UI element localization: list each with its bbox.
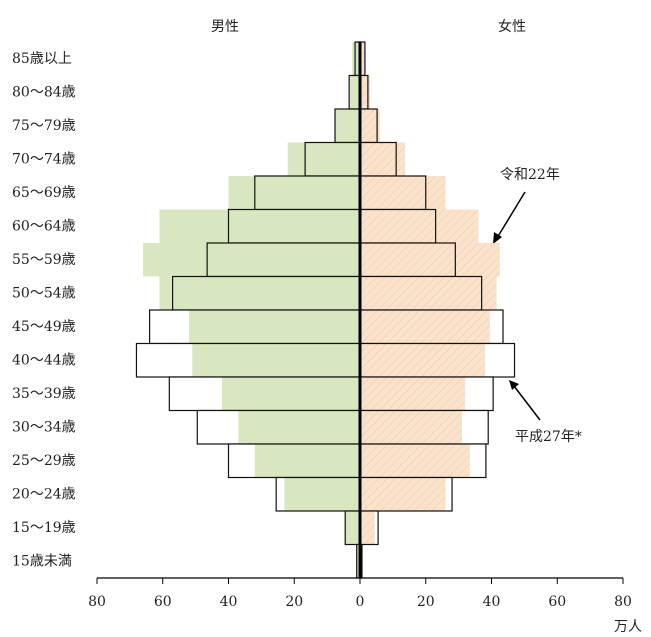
annotation: 平成27年* bbox=[515, 429, 582, 445]
category-label: 15歳未満 bbox=[12, 553, 72, 569]
bar-hatch bbox=[360, 109, 380, 143]
x-tick-label: 20 bbox=[417, 594, 435, 610]
x-tick-label: 60 bbox=[548, 594, 566, 610]
bar-hatch bbox=[360, 142, 406, 176]
bar-hatch bbox=[360, 477, 446, 511]
bar-hatch bbox=[360, 310, 490, 344]
bar-hatch bbox=[360, 176, 446, 210]
bar-hatch bbox=[360, 243, 500, 277]
bar-hatch bbox=[360, 377, 466, 411]
bar bbox=[254, 444, 360, 478]
bar bbox=[352, 42, 360, 76]
x-tick-label: 80 bbox=[614, 594, 632, 610]
x-tick-label: 80 bbox=[88, 594, 106, 610]
annotation: 令和22年 bbox=[500, 167, 560, 183]
category-label: 60～64歳 bbox=[12, 218, 76, 234]
bar bbox=[228, 176, 360, 210]
bar-hatch bbox=[360, 343, 485, 377]
bar-hatch bbox=[360, 276, 497, 310]
category-label: 25～29歳 bbox=[12, 453, 76, 469]
bar bbox=[287, 142, 360, 176]
bar bbox=[159, 209, 360, 243]
bar-hatch bbox=[360, 42, 365, 76]
category-label: 80～84歳 bbox=[12, 84, 76, 100]
arrowhead bbox=[509, 380, 519, 390]
category-label: 75～79歳 bbox=[12, 118, 76, 134]
x-tick-label: 0 bbox=[356, 594, 365, 610]
category-label: 20～24歳 bbox=[12, 486, 76, 502]
bar bbox=[335, 109, 360, 143]
bar-hatch bbox=[360, 444, 470, 478]
bar bbox=[192, 343, 360, 377]
bar-hatch bbox=[360, 75, 370, 109]
category-label: 45～49歳 bbox=[12, 319, 76, 335]
category-label: 70～74歳 bbox=[12, 151, 76, 167]
bar-hatch bbox=[360, 410, 462, 444]
bar bbox=[350, 75, 360, 109]
category-label: 15～19歳 bbox=[12, 520, 76, 536]
bar-hatch bbox=[360, 511, 375, 545]
category-label: 85歳以上 bbox=[12, 51, 72, 67]
bar bbox=[159, 276, 360, 310]
x-unit: 万人 bbox=[614, 619, 642, 635]
bar bbox=[345, 511, 360, 545]
bar bbox=[284, 477, 360, 511]
x-tick-label: 60 bbox=[154, 594, 172, 610]
bar bbox=[221, 377, 360, 411]
arrowhead bbox=[493, 232, 502, 244]
left-label: 男性 bbox=[211, 19, 239, 35]
arrow bbox=[496, 191, 526, 239]
x-tick-label: 20 bbox=[285, 594, 303, 610]
bar-hatch bbox=[360, 209, 479, 243]
category-label: 40～44歳 bbox=[12, 352, 76, 368]
right-label: 女性 bbox=[498, 18, 526, 35]
x-tick-label: 40 bbox=[483, 594, 501, 610]
category-label: 65～69歳 bbox=[12, 185, 76, 201]
category-label: 30～34歳 bbox=[12, 419, 76, 435]
category-label: 50～54歳 bbox=[12, 285, 76, 301]
x-tick-label: 40 bbox=[220, 594, 238, 610]
bar bbox=[189, 310, 360, 344]
arrow bbox=[513, 385, 541, 421]
bar bbox=[238, 410, 360, 444]
category-label: 55～59歳 bbox=[12, 252, 76, 268]
category-label: 35～39歳 bbox=[12, 386, 76, 402]
bar bbox=[356, 544, 360, 578]
bar bbox=[143, 243, 360, 277]
